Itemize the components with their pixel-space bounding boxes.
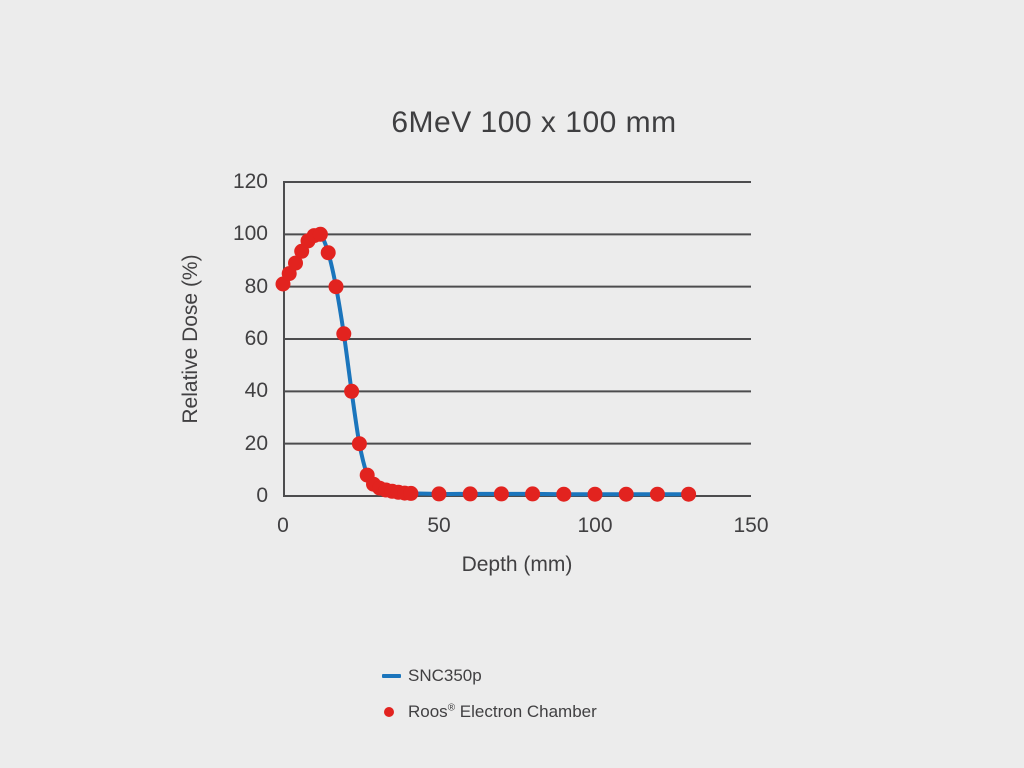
- y-tick-label-80: 80: [244, 274, 268, 298]
- data-point-roos: [525, 486, 541, 502]
- plot-area: [275, 181, 751, 502]
- data-point-roos: [351, 436, 367, 452]
- legend-item-snc350p: SNC350p: [382, 666, 597, 686]
- legend-swatch-cell: [382, 707, 408, 717]
- data-point-roos: [336, 326, 352, 342]
- data-point-roos: [618, 486, 634, 502]
- data-point-roos: [587, 486, 603, 502]
- legend-label-roos-brand: Roos: [408, 702, 448, 721]
- x-axis-title: Depth (mm): [461, 553, 573, 576]
- data-point-roos: [462, 486, 478, 502]
- y-tick-label-120: 120: [232, 170, 268, 193]
- y-tick-label-100: 100: [232, 222, 268, 246]
- legend-label-roos: Roos® Electron Chamber: [408, 702, 597, 722]
- data-point-roos: [649, 486, 665, 502]
- dot-swatch-icon: [384, 707, 394, 717]
- registered-mark: ®: [447, 702, 456, 714]
- data-point-roos: [681, 486, 697, 502]
- x-tick-label-150: 150: [733, 514, 769, 537]
- chart-title: 6MeV 100 x 100 mm: [391, 106, 677, 139]
- y-tick-label-40: 40: [244, 379, 268, 403]
- legend-item-roos: Roos® Electron Chamber: [382, 702, 597, 722]
- x-tick-label-100: 100: [577, 514, 613, 537]
- data-point-roos: [288, 255, 303, 271]
- data-point-roos: [556, 486, 572, 502]
- legend-label-roos-rest: Electron Chamber: [455, 702, 597, 721]
- y-tick-label-20: 20: [244, 431, 268, 455]
- y-tick-label-0: 0: [256, 484, 268, 507]
- legend: SNC350p Roos® Electron Chamber: [382, 666, 597, 738]
- data-point-roos: [403, 485, 419, 501]
- data-point-roos: [328, 279, 344, 295]
- series-line-snc350p: [281, 231, 691, 497]
- data-point-roos: [493, 486, 509, 502]
- data-point-roos: [431, 486, 447, 502]
- x-tick-label-0: 0: [277, 514, 289, 537]
- data-point-roos: [320, 245, 336, 261]
- legend-swatch-cell: [382, 674, 408, 678]
- legend-label-snc350p: SNC350p: [408, 666, 482, 685]
- y-tick-label-60: 60: [244, 327, 268, 350]
- data-point-roos: [344, 383, 360, 399]
- x-tick-label-50: 50: [427, 514, 451, 537]
- data-point-roos: [312, 226, 328, 242]
- line-swatch-icon: [382, 674, 401, 678]
